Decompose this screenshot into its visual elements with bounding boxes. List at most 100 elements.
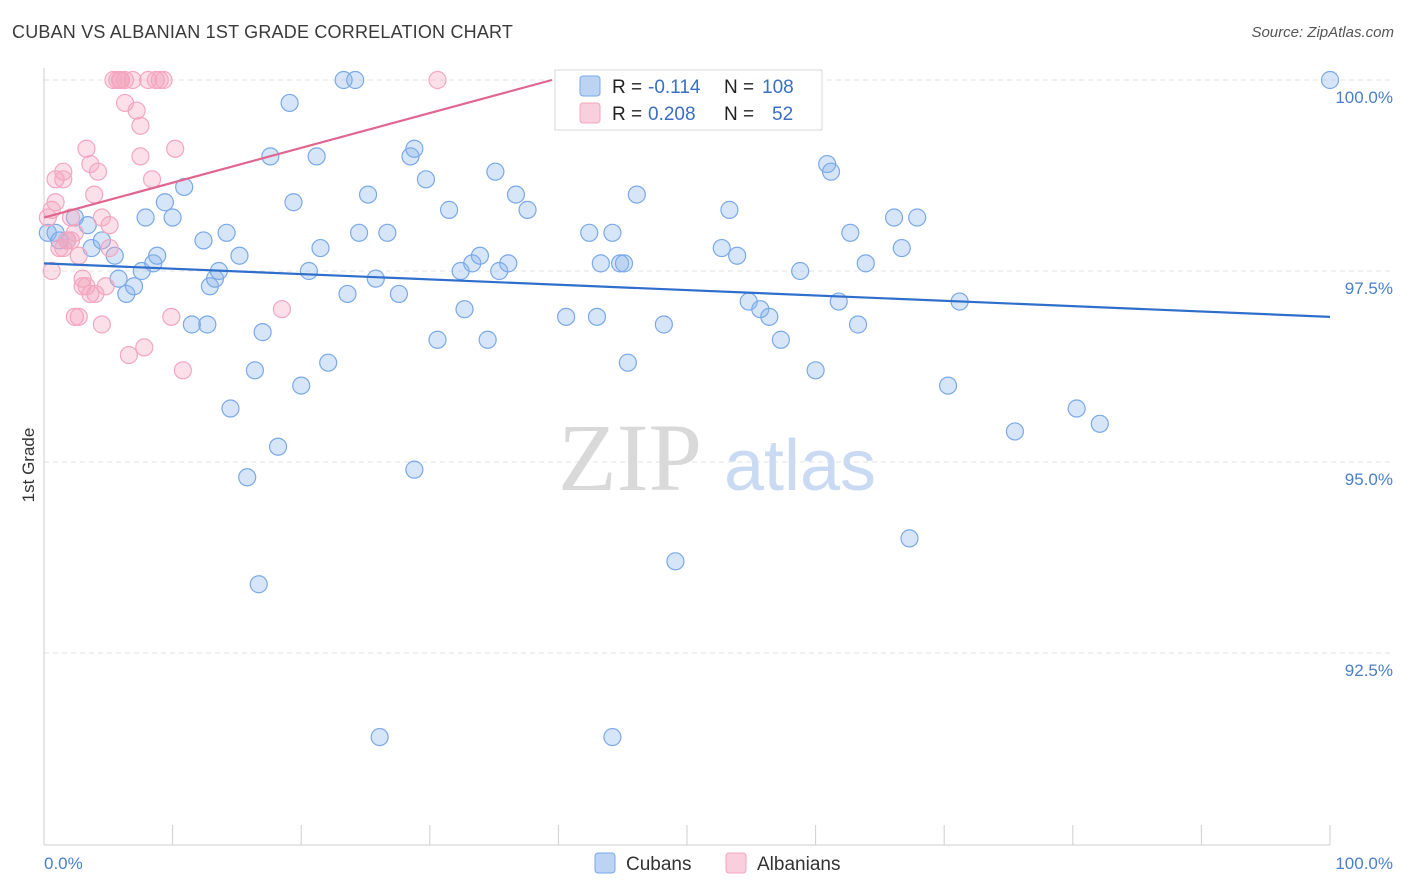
bottom-legend-label-albanians: Albanians bbox=[757, 854, 840, 875]
point-cubans-44 bbox=[349, 223, 369, 242]
legend-r-label-cubans: R = bbox=[612, 77, 642, 98]
legend-r-value-albanians: 0.208 bbox=[648, 104, 696, 125]
point-cubans-42 bbox=[338, 284, 357, 304]
point-albanians-21 bbox=[92, 315, 111, 334]
point-cubans-100 bbox=[1067, 399, 1086, 418]
point-cubans-37 bbox=[299, 261, 319, 281]
point-cubans-13 bbox=[136, 208, 155, 227]
point-albanians-47 bbox=[54, 238, 73, 258]
point-albanians-17 bbox=[81, 284, 100, 304]
point-cubans-83 bbox=[760, 307, 779, 326]
point-albanians-48 bbox=[61, 208, 81, 227]
y-tick-label-2: 95.0% bbox=[1345, 470, 1393, 489]
point-cubans-64 bbox=[506, 185, 526, 204]
point-cubans-66 bbox=[557, 307, 576, 326]
point-cubans-16 bbox=[155, 193, 174, 212]
source-credit: Source: ZipAtlas.com bbox=[1251, 24, 1394, 41]
point-albanians-41 bbox=[166, 139, 185, 158]
point-albanians-11 bbox=[69, 246, 88, 265]
point-albanians-33 bbox=[131, 116, 150, 135]
point-cubans-45 bbox=[358, 185, 378, 204]
point-cubans-60 bbox=[478, 330, 497, 349]
point-cubans-92 bbox=[856, 254, 875, 273]
point-cubans-84 bbox=[771, 330, 790, 349]
point-cubans-36 bbox=[292, 376, 311, 395]
trend-lines bbox=[43, 78, 1331, 318]
point-cubans-15 bbox=[148, 246, 167, 265]
point-cubans-85 bbox=[791, 261, 810, 281]
point-albanians-5 bbox=[54, 170, 73, 189]
point-cubans-17 bbox=[163, 208, 182, 227]
point-albanians-30 bbox=[119, 345, 138, 365]
point-albanians-42 bbox=[173, 361, 192, 380]
point-cubans-55 bbox=[439, 200, 459, 219]
point-albanians-3 bbox=[46, 193, 65, 212]
point-cubans-35 bbox=[284, 193, 303, 212]
point-cubans-94 bbox=[892, 238, 911, 258]
point-cubans-90 bbox=[841, 223, 860, 242]
point-cubans-27 bbox=[230, 246, 249, 265]
point-cubans-59 bbox=[470, 246, 490, 265]
point-cubans-73 bbox=[614, 254, 634, 273]
point-cubans-25 bbox=[217, 223, 236, 242]
point-cubans-74 bbox=[618, 353, 637, 372]
legend-r-label-albanians: R = bbox=[612, 104, 642, 125]
point-albanians-35 bbox=[135, 338, 154, 357]
watermark: ZIP atlas bbox=[558, 404, 876, 511]
point-cubans-30 bbox=[249, 575, 268, 594]
data-points bbox=[38, 70, 1340, 747]
point-albanians-2 bbox=[46, 170, 65, 189]
point-cubans-48 bbox=[378, 223, 397, 242]
point-cubans-67 bbox=[580, 223, 599, 242]
point-albanians-40 bbox=[162, 307, 181, 326]
y-axis-label: 1st Grade bbox=[19, 428, 38, 503]
point-cubans-97 bbox=[938, 376, 958, 395]
point-cubans-34 bbox=[280, 93, 299, 113]
point-albanians-28 bbox=[115, 70, 135, 90]
point-cubans-65 bbox=[518, 200, 537, 219]
point-cubans-10 bbox=[117, 284, 136, 304]
point-cubans-86 bbox=[806, 361, 825, 380]
point-cubans-91 bbox=[848, 315, 868, 334]
point-cubans-69 bbox=[591, 254, 610, 273]
legend-n-label-albanians: N = bbox=[724, 104, 754, 125]
point-albanians-45 bbox=[110, 70, 129, 90]
point-cubans-28 bbox=[238, 468, 257, 487]
point-cubans-49 bbox=[389, 284, 409, 304]
point-cubans-79 bbox=[720, 200, 739, 219]
point-cubans-58 bbox=[463, 254, 482, 273]
point-cubans-63 bbox=[499, 254, 518, 273]
point-cubans-19 bbox=[182, 315, 201, 334]
point-albanians-15 bbox=[77, 139, 96, 158]
point-cubans-101 bbox=[1090, 414, 1109, 433]
point-cubans-38 bbox=[307, 147, 326, 166]
point-cubans-57 bbox=[455, 300, 474, 319]
point-cubans-21 bbox=[198, 315, 217, 334]
point-cubans-52 bbox=[405, 139, 424, 158]
trend-line-albanians bbox=[43, 78, 553, 219]
tick-labels: 100.0% 97.5% 95.0% 92.5% 0.0% 100.0% bbox=[44, 88, 1393, 873]
point-albanians-10 bbox=[65, 223, 84, 242]
point-cubans-75 bbox=[627, 185, 646, 204]
legend-n-label-cubans: N = bbox=[724, 77, 754, 98]
point-albanians-46 bbox=[73, 269, 92, 288]
point-albanians-6 bbox=[54, 162, 73, 181]
stats-legend: R = -0.114 N = 108 R = 0.208 N = 52 bbox=[554, 69, 823, 131]
point-albanians-37 bbox=[146, 70, 165, 90]
point-cubans-78 bbox=[712, 238, 731, 258]
x-tick-label-1: 100.0% bbox=[1335, 854, 1393, 873]
point-albanians-31 bbox=[123, 70, 142, 90]
watermark-atlas: atlas bbox=[724, 426, 876, 506]
legend-swatch-albanians bbox=[579, 102, 601, 124]
point-albanians-51 bbox=[139, 70, 158, 90]
point-cubans-77 bbox=[666, 552, 685, 571]
watermark-zip: ZIP bbox=[558, 404, 702, 511]
point-albanians-16 bbox=[81, 154, 100, 174]
point-cubans-46 bbox=[366, 269, 385, 288]
point-albanians-22 bbox=[96, 277, 115, 296]
point-cubans-80 bbox=[728, 246, 747, 265]
point-cubans-72 bbox=[611, 254, 630, 273]
legend-n-value-albanians: 52 bbox=[772, 104, 793, 125]
chart-title: CUBAN VS ALBANIAN 1ST GRADE CORRELATION … bbox=[12, 22, 514, 42]
